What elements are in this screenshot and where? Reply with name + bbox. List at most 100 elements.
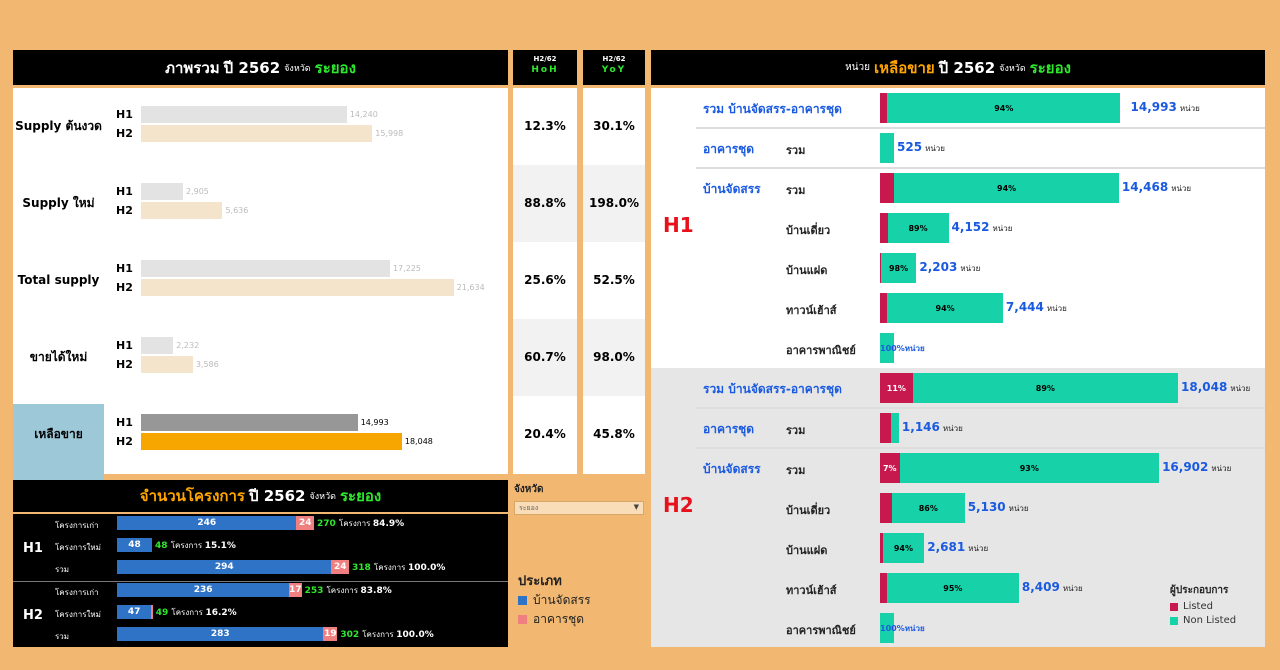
province-filter-label: จังหวัด bbox=[514, 484, 544, 495]
remain-chart: H1 รวม บ้านจัดสรร-อาคารชุด 94% 14,993 หน่วยอ… bbox=[651, 88, 1265, 647]
condo-segment: 24 bbox=[296, 516, 314, 530]
remain-value: 16,902 หน่วย bbox=[1162, 460, 1232, 474]
remain-value: 14,468 หน่วย bbox=[1121, 180, 1192, 194]
remain-value: 525 หน่วย bbox=[897, 140, 945, 154]
remain-value: 5,130 หน่วย bbox=[967, 500, 1029, 514]
condo-segment: 24 bbox=[331, 560, 349, 574]
remain-bar: 94% bbox=[880, 293, 1003, 323]
listed-segment bbox=[880, 173, 895, 203]
remain-subcategory: รวม bbox=[786, 464, 806, 477]
overview-title: ภาพรวม bbox=[165, 58, 220, 77]
remain-value: 2,681 หน่วย bbox=[927, 540, 989, 554]
project-total: 48 โครงการ 15.1% bbox=[155, 541, 236, 551]
yoy-band bbox=[583, 165, 645, 242]
remain-bar: 86% bbox=[880, 493, 965, 523]
developer-legend-item: Non Listed bbox=[1170, 615, 1236, 626]
condo-segment: 19 bbox=[323, 627, 338, 641]
project-half-label: H1 bbox=[23, 541, 43, 556]
projects-title: จำนวนโครงการ bbox=[139, 487, 245, 505]
remain-category: บ้านจัดสรร bbox=[703, 182, 761, 196]
remain-subcategory: ทาวน์เฮ้าส์ bbox=[786, 584, 837, 597]
remain-bar: 94% bbox=[880, 173, 1119, 203]
overview-bar-value: 14,240 bbox=[349, 110, 378, 119]
remain-category: รวม บ้านจัดสรร-อาคารชุด bbox=[703, 382, 842, 396]
type-legend-item-condo: อาคารชุด bbox=[518, 610, 584, 629]
condo-segment bbox=[151, 605, 153, 619]
house-segment: 47 bbox=[117, 605, 152, 619]
yoy-value: 45.8% bbox=[593, 427, 635, 441]
hoh-column: 12.3% 88.8% 25.6% 60.7% 20.4% bbox=[513, 88, 577, 474]
condo-legend-label: อาคารชุด bbox=[533, 612, 585, 626]
nonlisted-segment: 89% bbox=[887, 213, 949, 243]
hoh-label: HoH bbox=[531, 65, 559, 75]
hoh-value: 20.4% bbox=[524, 427, 566, 441]
listed-segment bbox=[880, 573, 887, 603]
remain-year: ปี 2562 bbox=[938, 58, 996, 77]
nonlisted-segment bbox=[891, 413, 899, 443]
overview-bar-value: 3,586 bbox=[195, 360, 219, 369]
remain-bar: 11% 89% bbox=[880, 373, 1178, 403]
province-dropdown[interactable]: ระยอง ▼ bbox=[514, 501, 644, 515]
overview-category-label: Supply ต้นงวด bbox=[15, 118, 102, 133]
projects-header: จำนวนโครงการ ปี 2562 จังหวัด ระยอง bbox=[13, 480, 508, 512]
developer-legend-label: Non Listed bbox=[1183, 615, 1237, 626]
overview-bar bbox=[141, 125, 373, 142]
remain-subcategory: บ้านเดี่ยว bbox=[786, 224, 831, 237]
remain-bar bbox=[880, 133, 894, 163]
listed-segment bbox=[880, 533, 883, 563]
developer-legend-swatch bbox=[1170, 616, 1178, 625]
type-legend-title: ประเภท bbox=[518, 574, 562, 589]
type-legend-item-house: บ้านจัดสรร bbox=[518, 591, 591, 610]
overview-bar bbox=[141, 183, 183, 200]
remain-value: 7,444 หน่วย bbox=[1005, 300, 1067, 314]
project-row-label: โครงการเก่า bbox=[55, 588, 99, 597]
nonlisted-segment: 93% bbox=[899, 453, 1160, 483]
hoh-header: H2/62 HoH bbox=[513, 50, 577, 85]
house-swatch bbox=[518, 596, 527, 605]
remain-value: 2,203 หน่วย bbox=[919, 260, 981, 274]
project-total: 253 โครงการ 83.8% bbox=[304, 586, 392, 596]
remain-value: 14,993 หน่วย bbox=[1130, 100, 1200, 114]
listed-segment bbox=[880, 93, 888, 123]
project-total: 318 โครงการ 100.0% bbox=[352, 563, 446, 573]
nonlisted-segment: 95% bbox=[886, 573, 1019, 603]
nonlisted-segment: 94% bbox=[887, 293, 1003, 323]
condo-swatch bbox=[518, 615, 527, 624]
yoy-column: 30.1% 198.0% 52.5% 98.0% 45.8% bbox=[583, 88, 645, 474]
row-separator bbox=[696, 447, 1265, 449]
remain-bar: 7% 93% bbox=[880, 453, 1160, 483]
hoh-value: 88.8% bbox=[524, 196, 566, 210]
remain-province-label: จังหวัด bbox=[999, 63, 1026, 74]
house-segment: 283 bbox=[117, 627, 324, 641]
remain-value: 18,048 หน่วย bbox=[1181, 380, 1251, 394]
overview-bar-value: 2,232 bbox=[176, 341, 200, 350]
remain-subcategory: ทาวน์เฮ้าส์ bbox=[786, 304, 837, 317]
overview-category-label: เหลือขาย bbox=[34, 426, 83, 441]
project-bar: 246 24 bbox=[117, 516, 314, 530]
project-half-label: H2 bbox=[23, 608, 43, 623]
overview-bar-value: 15,998 bbox=[375, 129, 404, 138]
yoy-value: 198.0% bbox=[589, 196, 639, 210]
remain-subcategory: อาคารพาณิชย์ bbox=[786, 624, 856, 637]
listed-segment bbox=[880, 253, 881, 283]
yoy-band bbox=[583, 319, 645, 396]
remain-subcategory: บ้านแฝด bbox=[786, 544, 828, 557]
nonlisted-segment: 100%หน่วย bbox=[880, 333, 925, 363]
half-big-label: H2 bbox=[663, 493, 694, 517]
row-separator bbox=[696, 127, 1265, 129]
nonlisted-segment bbox=[880, 133, 894, 163]
overview-province-label: จังหวัด bbox=[284, 63, 311, 74]
overview-bar bbox=[141, 279, 454, 296]
hoh-value: 12.3% bbox=[524, 119, 566, 133]
remain-category: บ้านจัดสรร bbox=[703, 462, 761, 476]
projects-province-label: จังหวัด bbox=[309, 492, 336, 502]
hoh-period: H2/62 bbox=[533, 55, 557, 63]
half-label: H2 bbox=[116, 281, 133, 294]
project-row-label: โครงการเก่า bbox=[55, 521, 99, 530]
remain-bar: 100%หน่วย bbox=[880, 333, 925, 363]
listed-segment bbox=[880, 493, 892, 523]
project-total: 302 โครงการ 100.0% bbox=[340, 630, 434, 640]
nonlisted-segment: 94% bbox=[887, 93, 1121, 123]
overview-province: ระยอง bbox=[314, 58, 356, 77]
overview-bar bbox=[141, 356, 193, 373]
